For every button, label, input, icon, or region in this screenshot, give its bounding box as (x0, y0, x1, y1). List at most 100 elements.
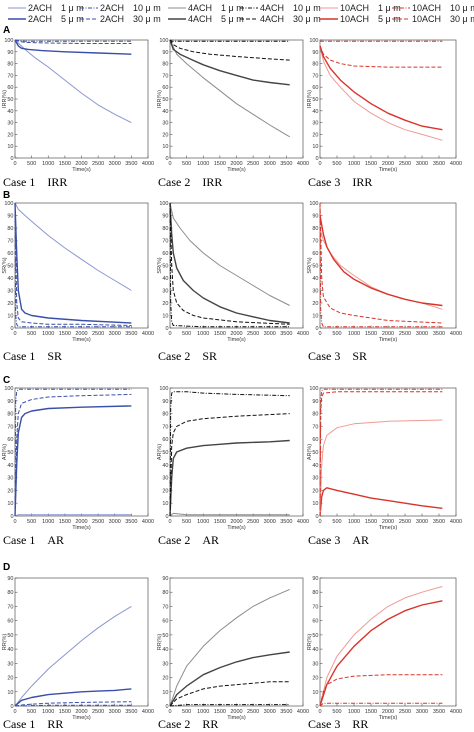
x-tick-label: 3500 (125, 709, 137, 715)
y-tick-label: 100 (159, 386, 168, 392)
series-line-solid-light (14, 202, 132, 291)
y-tick-label: 100 (4, 38, 13, 44)
y-tick-label: 40 (7, 463, 13, 469)
case-label: Case 3 IRR (308, 175, 372, 189)
x-tick-label: 500 (182, 519, 191, 525)
legend-label: 10ACH 10 μ m (412, 3, 474, 13)
x-tick-label: 1500 (365, 161, 377, 167)
y-tick-label: 20 (162, 301, 168, 307)
y-tick-label: 80 (162, 226, 168, 232)
y-tick-label: 50 (162, 450, 168, 456)
x-tick-label: 0 (13, 519, 16, 525)
x-tick-label: 1500 (59, 161, 71, 167)
y-tick-label: 40 (312, 463, 318, 469)
y-tick-label: 50 (312, 97, 318, 103)
x-tick-label: 3500 (125, 519, 137, 525)
series-line-solid-light (14, 39, 132, 124)
x-tick-label: 2000 (230, 709, 242, 715)
y-tick-label: 80 (7, 590, 13, 596)
series-line-dashed (14, 701, 132, 707)
y-tick-label: 70 (7, 239, 13, 245)
x-tick-label: 500 (182, 161, 191, 167)
y-tick-label: 40 (312, 109, 318, 115)
x-tick-label: 4000 (142, 331, 154, 337)
y-tick-label: 50 (312, 633, 318, 639)
plot-area (319, 39, 457, 159)
case-label: Case 2 AR (158, 533, 219, 547)
y-tick-label: 20 (312, 488, 318, 494)
case-label: Case 1 SR (3, 349, 62, 363)
panel-row-letter: B (3, 190, 10, 201)
x-tick-label: 0 (168, 519, 171, 525)
y-axis-title: RR(%) (307, 634, 313, 651)
legend-label: 4ACH 5 μ m (188, 14, 244, 24)
y-tick-label: 80 (162, 62, 168, 68)
case-label: Case 1 RR (3, 717, 63, 731)
series-line-solid-light (14, 605, 132, 707)
y-tick-label: 100 (309, 201, 318, 207)
y-tick-label: 30 (162, 661, 168, 667)
x-tick-label: 3500 (433, 519, 445, 525)
y-tick-label: 70 (7, 73, 13, 79)
y-tick-label: 50 (312, 264, 318, 270)
series-line-solid (319, 45, 443, 131)
x-tick-label: 2000 (230, 331, 242, 337)
y-tick-label: 30 (312, 661, 318, 667)
x-tick-label: 1500 (59, 519, 71, 525)
legend-group-10ach: 10ACH 1 μ m 10ACH 10 μ m 10ACH 5 μ m 10ACH … (320, 3, 474, 24)
x-tick-label: 2500 (92, 709, 104, 715)
y-tick-label: 0 (315, 326, 318, 332)
y-tick-label: 10 (312, 144, 318, 150)
case-label: Case 3 SR (308, 349, 367, 363)
x-tick-label: 4000 (297, 709, 309, 715)
y-tick-label: 70 (312, 239, 318, 245)
y-tick-label: 40 (312, 276, 318, 282)
series-line-solid (14, 688, 132, 707)
series-line-dashed (14, 202, 132, 326)
y-axis-title: SR(%) (2, 257, 8, 273)
y-tick-label: 90 (7, 576, 13, 582)
y-tick-label: 100 (159, 38, 168, 44)
y-tick-label: 90 (312, 576, 318, 582)
y-tick-label: 0 (165, 514, 168, 520)
x-tick-label: 500 (27, 161, 36, 167)
series-line-dashed (169, 413, 290, 517)
y-tick-label: 10 (7, 690, 13, 696)
y-tick-label: 30 (312, 121, 318, 127)
y-tick-label: 100 (309, 386, 318, 392)
series-line-solid (169, 202, 290, 324)
series-line-dashdot (14, 704, 132, 707)
y-tick-label: 20 (162, 488, 168, 494)
series-line-solid-light (169, 512, 290, 517)
series-line-dashed (319, 674, 443, 707)
series-line-dashdot (319, 388, 443, 517)
series-line-solid (14, 405, 132, 517)
x-tick-label: 500 (27, 709, 36, 715)
x-tick-label: 1500 (365, 709, 377, 715)
y-tick-label: 50 (7, 264, 13, 270)
x-tick-label: 2500 (247, 161, 259, 167)
y-tick-label: 60 (7, 437, 13, 443)
y-tick-label: 80 (312, 226, 318, 232)
series-line-solid (319, 487, 443, 517)
x-tick-label: 1000 (42, 161, 54, 167)
x-tick-label: 3500 (125, 331, 137, 337)
y-tick-label: 60 (312, 85, 318, 91)
y-tick-label: 50 (7, 450, 13, 456)
x-axis-title: Time(s) (72, 337, 91, 343)
x-tick-label: 3000 (109, 331, 121, 337)
case-label: Case 3 AR (308, 533, 369, 547)
plot-area (319, 577, 457, 707)
series-line-solid (169, 39, 290, 86)
y-tick-label: 10 (7, 314, 13, 320)
x-tick-label: 1000 (197, 709, 209, 715)
y-tick-label: 70 (7, 604, 13, 610)
series-line-dashdot (319, 202, 443, 328)
y-tick-label: 70 (312, 424, 318, 430)
y-tick-label: 70 (162, 73, 168, 79)
x-tick-label: 3500 (280, 519, 292, 525)
plot-area (169, 577, 304, 707)
y-tick-label: 60 (312, 619, 318, 625)
